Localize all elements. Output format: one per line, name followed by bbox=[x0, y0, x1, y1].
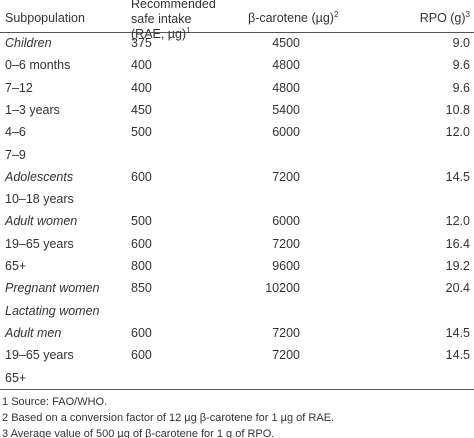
header-cell: Recommended safe intake (RAE, µg)1 bbox=[131, 0, 226, 42]
cell: 4800 bbox=[272, 58, 300, 73]
row-label: 10–18 years bbox=[5, 192, 74, 207]
cell: 600 bbox=[131, 169, 152, 184]
cell: 4800 bbox=[272, 80, 300, 95]
cell: 19.2 bbox=[445, 259, 470, 273]
cell: 600 bbox=[131, 325, 152, 340]
row-label: Adult women bbox=[5, 214, 78, 229]
cell: 6000 bbox=[272, 125, 300, 140]
row-label: 19–65 years bbox=[5, 348, 74, 363]
cell: 600 bbox=[131, 348, 152, 363]
cell: 14.5 bbox=[445, 169, 470, 184]
cell: 12.0 bbox=[445, 214, 470, 229]
header-cell: β-carotene (µg)2 bbox=[248, 11, 338, 26]
footnote: 3 Average value of 500 µg of β-carotene … bbox=[2, 427, 274, 438]
row-label: Children bbox=[5, 36, 52, 50]
cell: 12.0 bbox=[445, 125, 470, 140]
cell: 500 bbox=[131, 125, 152, 140]
cell: 400 bbox=[131, 80, 152, 95]
row-label: 1–3 years bbox=[5, 102, 60, 117]
cell: 850 bbox=[131, 281, 152, 296]
header-note: 1 bbox=[186, 26, 191, 35]
cell: 9.0 bbox=[452, 36, 470, 50]
cell: 7200 bbox=[272, 169, 300, 184]
row-label: 65+ bbox=[5, 370, 27, 385]
cell: 9.6 bbox=[452, 80, 470, 95]
header-note: 2 bbox=[333, 10, 339, 19]
cell: 10200 bbox=[265, 281, 300, 296]
cell: 375 bbox=[131, 36, 152, 50]
cell: 600 bbox=[131, 236, 152, 251]
header-cell: Subpopulation bbox=[5, 11, 85, 26]
header-rule bbox=[0, 32, 474, 33]
cell: 7200 bbox=[272, 325, 300, 340]
row-label: Lactating women bbox=[5, 303, 100, 318]
footnote: 1 Source: FAO/WHO. bbox=[2, 395, 107, 410]
cell: 20.4 bbox=[445, 281, 470, 296]
cell: 800 bbox=[131, 259, 152, 273]
header-note: 3 bbox=[465, 10, 470, 19]
header-text: Subpopulation bbox=[5, 11, 85, 25]
cell: 10.8 bbox=[445, 102, 470, 117]
cell: 5400 bbox=[272, 102, 300, 117]
cell: 14.5 bbox=[445, 348, 470, 363]
cell: 9600 bbox=[272, 259, 300, 273]
footnote-marker: 2 bbox=[2, 412, 9, 424]
header-text: β-carotene (µg) bbox=[248, 11, 334, 25]
cell: 4500 bbox=[272, 36, 300, 50]
cell: 400 bbox=[131, 58, 152, 73]
row-label: 4–6 bbox=[5, 125, 26, 140]
cell: 500 bbox=[131, 214, 152, 229]
cell: 7200 bbox=[272, 348, 300, 363]
row-label: 0–6 months bbox=[5, 58, 71, 73]
header-text: RPO (g) bbox=[419, 11, 466, 25]
row-label: Adult men bbox=[5, 325, 62, 340]
cell: 14.5 bbox=[445, 325, 470, 340]
footnote: 2 Based on a conversion factor of 12 µg … bbox=[2, 411, 334, 426]
footnote-marker: 3 bbox=[2, 428, 9, 438]
row-label: 7–9 bbox=[5, 147, 26, 162]
footnote-text: Average value of 500 µg of β-carotene fo… bbox=[10, 428, 275, 438]
row-label: 65+ bbox=[5, 259, 27, 273]
footnote-text: Source: FAO/WHO. bbox=[11, 396, 108, 408]
footnote-marker: 1 bbox=[2, 396, 9, 408]
row-label: 19–65 years bbox=[5, 236, 74, 251]
cell: 450 bbox=[131, 102, 152, 117]
footnote-text: Based on a conversion factor of 12 µg β-… bbox=[11, 412, 335, 424]
cell: 7200 bbox=[272, 236, 300, 251]
bottom-rule bbox=[0, 389, 474, 390]
row-label: Adolescents bbox=[5, 169, 74, 184]
row-label: Pregnant women bbox=[5, 281, 100, 296]
row-label: 7–12 bbox=[5, 80, 33, 95]
cell: 6000 bbox=[272, 214, 300, 229]
cell: 9.6 bbox=[452, 58, 470, 73]
cell: 16.4 bbox=[445, 236, 470, 251]
header-text: Recommended safe intake (RAE, µg) bbox=[131, 0, 216, 41]
header-cell: RPO (g)3 bbox=[420, 11, 470, 26]
